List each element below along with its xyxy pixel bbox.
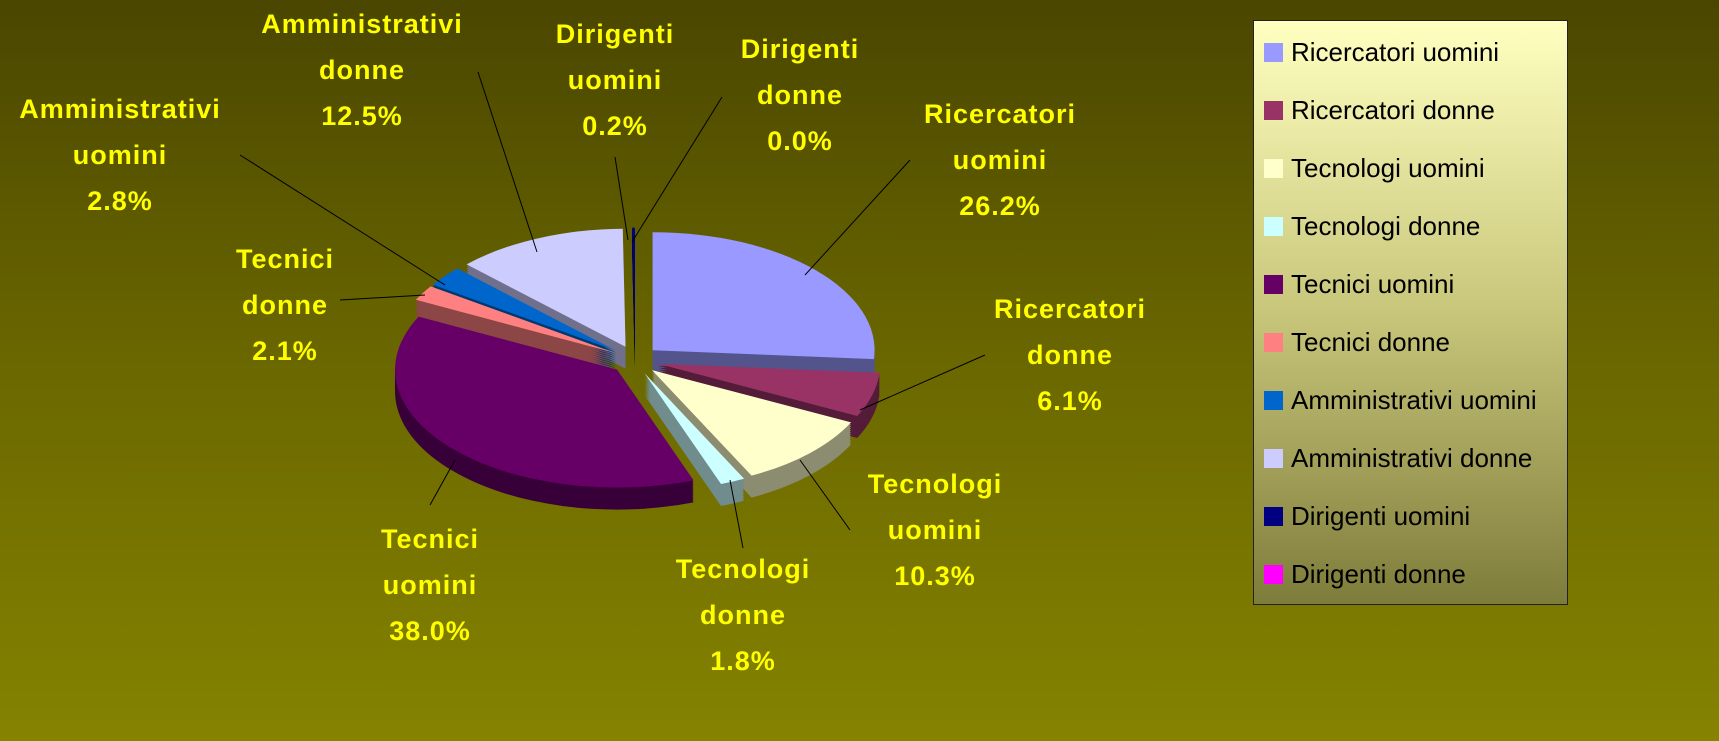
slice	[415, 286, 615, 353]
slice	[432, 268, 617, 351]
legend-label: Tecnici donne	[1291, 327, 1450, 357]
label-category: Ricercatori uomini	[923, 99, 1077, 175]
slice	[466, 228, 626, 347]
legend-item: Amministrativi donne	[1264, 443, 1532, 474]
label-value: 2.1%	[252, 336, 318, 366]
leader-line	[631, 96, 723, 243]
legend-label: Tecnologi donne	[1291, 211, 1481, 241]
legend-swatch	[1264, 507, 1283, 526]
label-category: Tecnici uomini	[380, 524, 480, 600]
label-category: Tecnici donne	[235, 244, 335, 320]
leader-line	[339, 294, 426, 301]
legend-item: Tecnologi donne	[1264, 211, 1480, 242]
label-value: 1.8%	[710, 646, 776, 676]
legend-label: Dirigenti uomini	[1291, 501, 1471, 531]
slice	[652, 370, 852, 476]
leader-line	[239, 154, 446, 286]
data-label: Ricercatori uomini 26.2%	[924, 91, 1076, 229]
leader-line	[799, 459, 851, 531]
slice	[658, 363, 880, 417]
leader-line	[477, 71, 538, 253]
label-value: 0.2%	[582, 111, 648, 141]
legend-label: Dirigenti donne	[1291, 559, 1466, 589]
legend-item: Tecnici uomini	[1264, 269, 1454, 300]
label-category: Tecnologi donne	[675, 554, 811, 630]
data-label: Tecnici uomini 38.0%	[381, 516, 479, 654]
leader-line	[614, 156, 629, 241]
legend-label: Tecnologi uomini	[1291, 153, 1485, 183]
data-label: Dirigenti donne 0.0%	[741, 26, 860, 164]
legend-label: Tecnici uomini	[1291, 269, 1455, 299]
data-label: Tecnologi uomini 10.3%	[868, 461, 1003, 599]
legend-item: Dirigenti donne	[1264, 559, 1466, 590]
legend-item: Amministrativi uomini	[1264, 385, 1537, 416]
legend-label: Ricercatori donne	[1291, 95, 1495, 125]
label-value: 38.0%	[389, 616, 471, 646]
legend-swatch	[1264, 391, 1283, 410]
legend-item: Tecnologi uomini	[1264, 153, 1485, 184]
legend-swatch	[1264, 217, 1283, 236]
legend-swatch	[1264, 101, 1283, 120]
legend-swatch	[1264, 275, 1283, 294]
label-value: 6.1%	[1037, 386, 1103, 416]
label-category: Dirigenti uomini	[555, 19, 675, 95]
data-label: Amministrativi donne 12.5%	[261, 1, 463, 139]
leader-line	[429, 459, 456, 506]
data-label: Tecnologi donne 1.8%	[676, 546, 811, 684]
label-category: Dirigenti donne	[740, 34, 860, 110]
data-label: Dirigenti uomini 0.2%	[556, 11, 675, 149]
legend-item: Ricercatori uomini	[1264, 37, 1499, 68]
label-value: 12.5%	[321, 101, 403, 131]
label-value: 2.8%	[87, 186, 153, 216]
label-category: Amministrativi uomini	[19, 94, 221, 170]
legend-label: Amministrativi uomini	[1291, 385, 1537, 415]
leader-line	[729, 479, 744, 549]
slice	[652, 232, 875, 360]
label-value: 26.2%	[959, 191, 1041, 221]
leader-line	[804, 159, 911, 276]
legend-swatch	[1264, 449, 1283, 468]
legend-label: Amministrativi donne	[1291, 443, 1533, 473]
data-label: Tecnici donne 2.1%	[236, 236, 334, 374]
leader-line	[859, 354, 986, 411]
legend-item: Dirigenti uomini	[1264, 501, 1470, 532]
slice	[632, 227, 635, 346]
label-category: Ricercatori donne	[993, 294, 1147, 370]
legend-swatch	[1264, 565, 1283, 584]
label-category: Tecnologi uomini	[867, 469, 1003, 545]
legend-item: Tecnici donne	[1264, 327, 1450, 358]
label-value: 10.3%	[894, 561, 976, 591]
legend-label: Ricercatori uomini	[1291, 37, 1500, 67]
data-label: Amministrativi uomini 2.8%	[19, 86, 221, 224]
legend-swatch	[1264, 333, 1283, 352]
legend-swatch	[1264, 159, 1283, 178]
slice	[395, 316, 694, 488]
label-value: 0.0%	[767, 126, 833, 156]
legend: Ricercatori uomini Ricercatori donne Tecno…	[1253, 20, 1568, 605]
slice	[644, 373, 745, 484]
legend-item: Ricercatori donne	[1264, 95, 1495, 126]
legend-swatch	[1264, 43, 1283, 62]
label-category: Amministrativi donne	[261, 9, 463, 85]
data-label: Ricercatori donne 6.1%	[994, 286, 1146, 424]
